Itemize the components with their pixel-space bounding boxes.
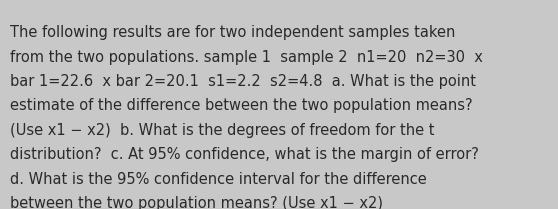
Text: from the two populations. sample 1  sample 2  n1=20  n2=30  x: from the two populations. sample 1 sampl… — [10, 50, 483, 65]
Text: The following results are for two independent samples taken: The following results are for two indepe… — [10, 25, 455, 40]
Text: between the two population means? (Use x1 − x2): between the two population means? (Use x… — [10, 196, 383, 209]
Text: distribution?  c. At 95% confidence, what is the margin of error?: distribution? c. At 95% confidence, what… — [10, 147, 479, 162]
Text: bar 1=22.6  x bar 2=20.1  s1=2.2  s2=4.8  a. What is the point: bar 1=22.6 x bar 2=20.1 s1=2.2 s2=4.8 a.… — [10, 74, 476, 89]
Text: (Use x1 − x2)  b. What is the degrees of freedom for the t: (Use x1 − x2) b. What is the degrees of … — [10, 123, 435, 138]
Text: estimate of the difference between the two population means?: estimate of the difference between the t… — [10, 98, 473, 113]
Text: d. What is the 95% confidence interval for the difference: d. What is the 95% confidence interval f… — [10, 172, 427, 187]
